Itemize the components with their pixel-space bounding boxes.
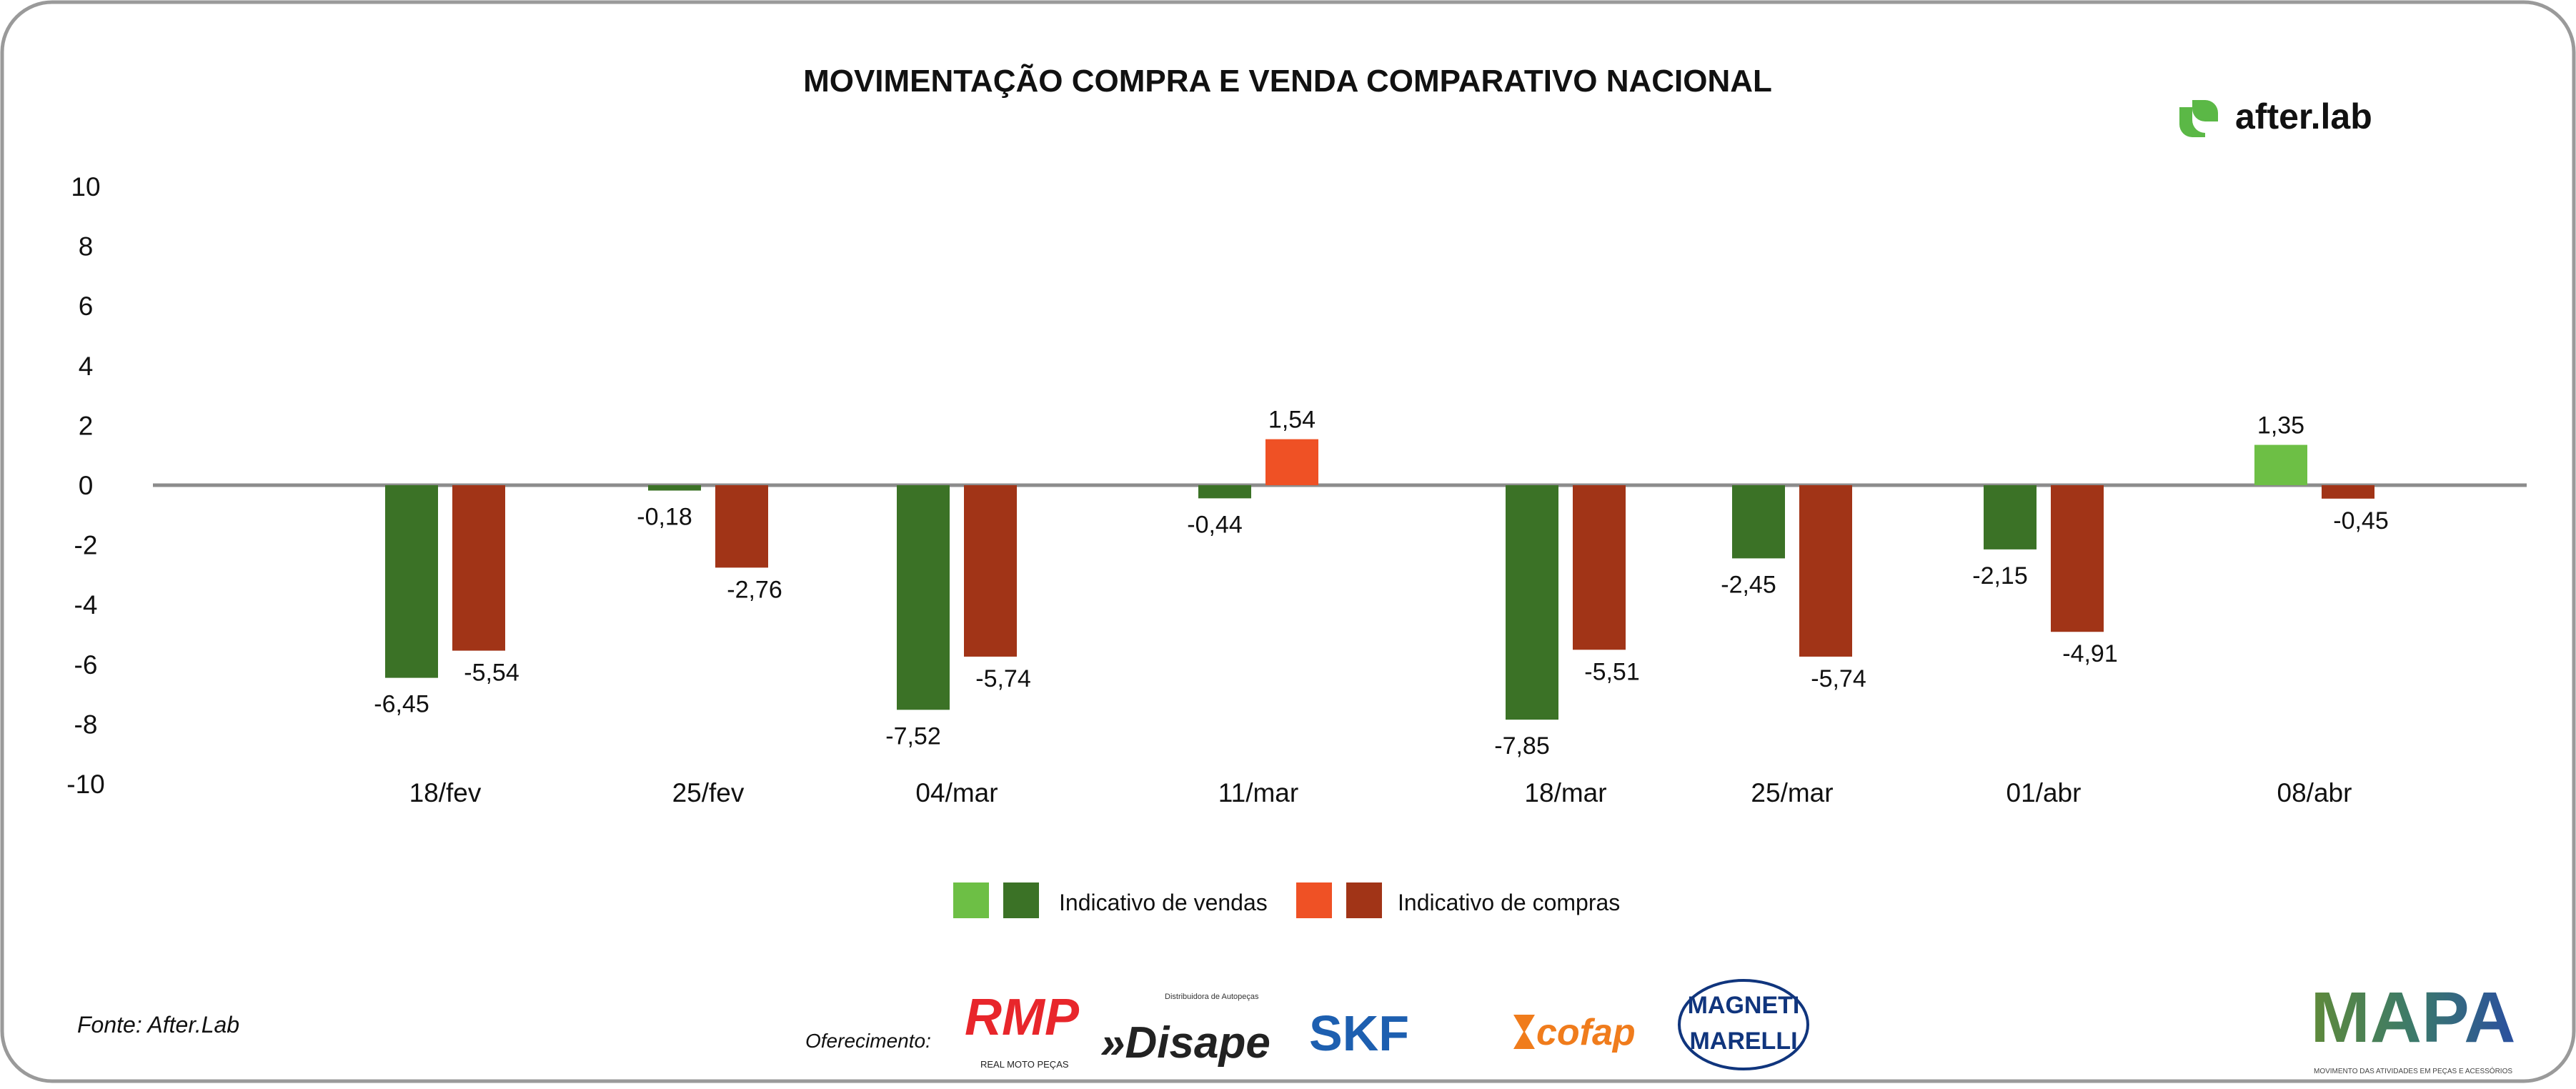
y-axis: 10 8 6 4 2 0 -2 -4 -6 -8 -10 bbox=[66, 172, 104, 799]
x-tick-label: 11/mar bbox=[1218, 778, 1298, 807]
rmp-logo: RMP REAL MOTO PEÇAS bbox=[965, 989, 1080, 1070]
y-tick-label: 4 bbox=[79, 352, 94, 381]
vendas-data-label: 1,35 bbox=[2257, 412, 2304, 439]
afterlab-logo-text: after.lab bbox=[2235, 96, 2372, 136]
y-tick-label: 10 bbox=[71, 172, 100, 202]
magneti-marelli-logo: MAGNETI MARELLI bbox=[1678, 979, 1809, 1070]
x-tick-label: 25/mar bbox=[1751, 778, 1833, 807]
compras-data-label: -5,74 bbox=[975, 665, 1031, 692]
x-tick-label: 25/fev bbox=[672, 778, 745, 807]
y-tick-label: 2 bbox=[79, 411, 94, 440]
x-tick-label: 08/abr bbox=[2277, 778, 2352, 807]
legend-label-compras: Indicativo de compras bbox=[1398, 890, 1620, 915]
compras-bar bbox=[715, 485, 768, 568]
cofap-logo-text: cofap bbox=[1536, 1012, 1636, 1053]
compras-data-label: -5,74 bbox=[1811, 665, 1866, 692]
y-tick-label: 6 bbox=[79, 292, 94, 321]
compras-bar bbox=[452, 485, 505, 651]
compras-data-label: -2,76 bbox=[727, 576, 782, 603]
cofap-logo: cofap bbox=[1513, 1012, 1636, 1053]
skf-logo: SKF bbox=[1309, 1005, 1409, 1061]
rmp-logo-text: RMP bbox=[965, 989, 1080, 1046]
vendas-bar bbox=[1732, 485, 1785, 559]
y-tick-label: 8 bbox=[79, 232, 94, 262]
compras-bar bbox=[2322, 485, 2374, 499]
mapa-logo-subtext: MOVIMENTO DAS ATIVIDADES EM PEÇAS E ACES… bbox=[2314, 1066, 2512, 1075]
magneti-logo-text: MAGNETI bbox=[1688, 992, 1800, 1019]
mapa-logo-text: MAPA bbox=[2310, 978, 2515, 1058]
cofap-x-icon bbox=[1513, 1015, 1535, 1049]
magneti-marelli-ring bbox=[1678, 979, 1809, 1070]
legend-swatch-compras-positive bbox=[1296, 882, 1332, 918]
legend-label-vendas: Indicativo de vendas bbox=[1059, 890, 1268, 915]
afterlab-logo-icon bbox=[2179, 100, 2218, 137]
bars: -6,45 -5,54 -0,18 -2,76 -7,52 -5,74 -0,44 1,54 -… bbox=[374, 407, 2389, 760]
compras-bar bbox=[1265, 439, 1318, 485]
vendas-data-label: -6,45 bbox=[374, 691, 429, 718]
y-tick-label: -2 bbox=[74, 531, 98, 560]
x-tick-label: 01/abr bbox=[2006, 778, 2082, 807]
vendas-bar bbox=[897, 485, 950, 710]
vendas-data-label: -2,15 bbox=[1972, 562, 2028, 590]
chart-title: MOVIMENTAÇÃO COMPRA E VENDA COMPARATIVO … bbox=[803, 63, 1772, 99]
compras-data-label: -5,51 bbox=[1584, 658, 1640, 685]
x-axis: 18/fev 25/fev 04/mar 11/mar 18/mar 25/mar 01/a… bbox=[409, 778, 2352, 807]
vendas-data-label: -2,45 bbox=[1721, 571, 1776, 598]
vendas-data-label: -7,52 bbox=[885, 722, 941, 750]
y-tick-label: -10 bbox=[66, 770, 104, 799]
vendas-bar bbox=[1198, 485, 1251, 499]
disape-logo-text: »Disape bbox=[1100, 1018, 1270, 1068]
vendas-bar bbox=[1506, 485, 1558, 720]
marelli-logo-text: MARELLI bbox=[1689, 1028, 1797, 1055]
legend-swatch-compras-negative bbox=[1346, 882, 1382, 918]
compras-data-label: -4,91 bbox=[2062, 640, 2118, 667]
source-note: Fonte: After.Lab bbox=[77, 1012, 239, 1038]
y-tick-label: -6 bbox=[74, 650, 98, 680]
vendas-bar bbox=[648, 485, 701, 491]
y-tick-label: -4 bbox=[74, 590, 98, 620]
vendas-bar bbox=[1984, 485, 2037, 550]
compras-data-label: 1,54 bbox=[1268, 407, 1316, 434]
legend: Indicativo de vendas Indicativo de compr… bbox=[953, 882, 1620, 918]
disape-logo: Distribuidora de Autopeças »Disape bbox=[1100, 993, 1270, 1068]
vendas-bar bbox=[2254, 444, 2307, 485]
compras-data-label: -5,54 bbox=[464, 660, 519, 687]
sponsor-label: Oferecimento: bbox=[805, 1030, 931, 1052]
x-tick-label: 18/mar bbox=[1524, 778, 1606, 807]
x-tick-label: 18/fev bbox=[409, 778, 482, 807]
compras-bar bbox=[1573, 485, 1626, 650]
disape-logo-subtext: Distribuidora de Autopeças bbox=[1165, 993, 1259, 1001]
vendas-data-label: -7,85 bbox=[1494, 732, 1550, 760]
y-tick-label: 0 bbox=[79, 471, 94, 500]
mapa-logo: MAPA MOVIMENTO DAS ATIVIDADES EM PEÇAS E… bbox=[2310, 978, 2515, 1075]
compras-bar bbox=[2051, 485, 2104, 632]
x-tick-label: 04/mar bbox=[915, 778, 998, 807]
compras-bar bbox=[964, 485, 1017, 657]
legend-swatch-vendas-negative bbox=[1003, 882, 1039, 918]
compras-data-label: -0,45 bbox=[2333, 507, 2389, 534]
compras-bar bbox=[1799, 485, 1852, 657]
afterlab-logo: after.lab bbox=[2179, 96, 2372, 137]
y-tick-label: -8 bbox=[74, 710, 98, 739]
rmp-logo-subtext: REAL MOTO PEÇAS bbox=[980, 1059, 1069, 1070]
vendas-data-label: -0,44 bbox=[1187, 511, 1243, 538]
legend-swatch-vendas-positive bbox=[953, 882, 989, 918]
vendas-bar bbox=[385, 485, 438, 678]
vendas-data-label: -0,18 bbox=[637, 504, 692, 531]
